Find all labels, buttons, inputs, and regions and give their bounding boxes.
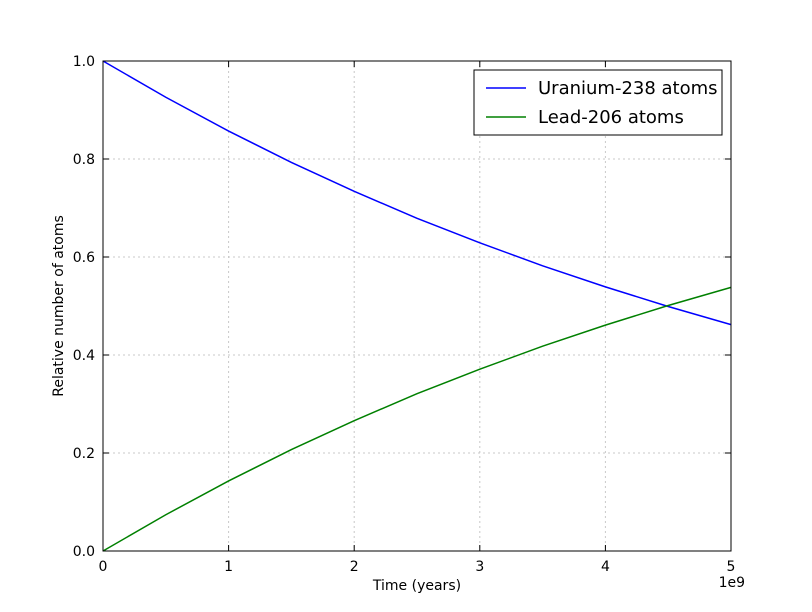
legend-label-lead: Lead-206 atoms bbox=[538, 107, 684, 128]
x-tick-label: 2 bbox=[350, 559, 359, 575]
y-tick-label: 0.6 bbox=[73, 250, 95, 266]
x-tick-label: 5 bbox=[727, 559, 736, 575]
legend-label-uranium: Uranium-238 atoms bbox=[538, 78, 718, 99]
plot-frame bbox=[102, 60, 732, 552]
x-tick-label: 4 bbox=[601, 559, 610, 575]
y-axis-label: Relative number of atoms bbox=[51, 215, 67, 397]
y-tick-label: 0.8 bbox=[73, 152, 95, 168]
y-tick-label: 0.0 bbox=[73, 544, 95, 560]
y-tick-label: 1.0 bbox=[73, 54, 95, 70]
x-tick-label: 1 bbox=[224, 559, 233, 575]
legend-box bbox=[473, 69, 723, 136]
x-axis-offset-label: 1e9 bbox=[719, 575, 745, 591]
x-axis-label: Time (years) bbox=[372, 578, 461, 594]
y-tick-label: 0.2 bbox=[73, 446, 95, 462]
series-layer bbox=[102, 60, 732, 552]
x-tick-label: 0 bbox=[99, 559, 108, 575]
x-tick-label: 3 bbox=[475, 559, 484, 575]
series-line-0 bbox=[102, 60, 732, 326]
legend: Uranium-238 atoms Lead-206 atoms bbox=[473, 69, 723, 136]
series-line-1 bbox=[102, 286, 732, 552]
y-tick-label: 0.4 bbox=[73, 348, 95, 364]
ticks: 0 1 2 3 4 5 0.0 0.2 0.4 0.6 0.8 1.0 bbox=[73, 54, 736, 575]
